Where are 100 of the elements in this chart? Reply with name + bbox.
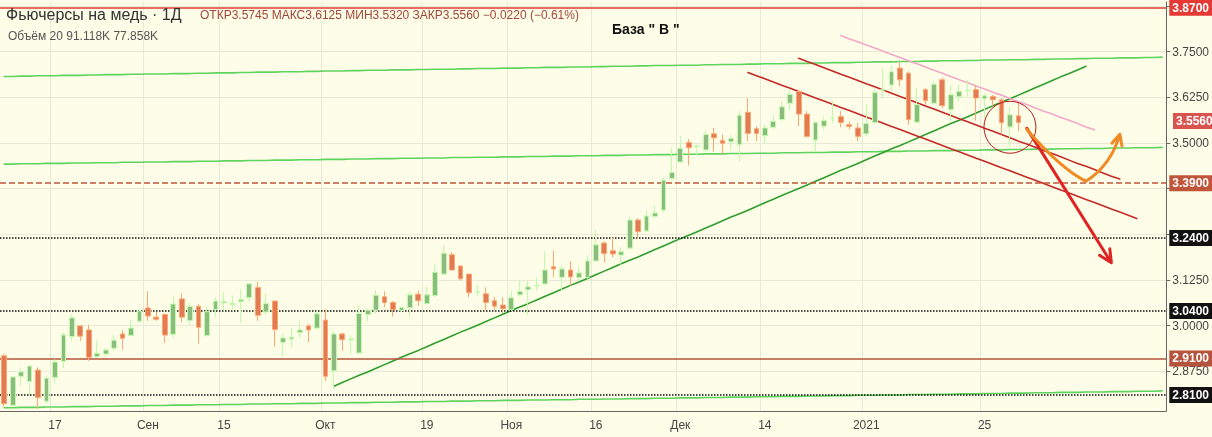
- x-tick-label: 15: [217, 418, 231, 432]
- candlestick: [399, 305, 404, 312]
- candlestick: [466, 273, 472, 298]
- candlestick: [534, 276, 540, 291]
- candlestick: [559, 265, 565, 291]
- candlestick: [415, 289, 421, 307]
- candlestick: [906, 70, 911, 126]
- candlestick: [35, 367, 41, 410]
- candlestick: [263, 292, 269, 316]
- candlestick: [897, 61, 903, 87]
- candlestick: [323, 308, 328, 382]
- candlestick: [711, 127, 717, 152]
- candlestick: [694, 143, 700, 156]
- x-tick-label: 14: [758, 418, 772, 432]
- y-tick-label: 3.1250: [1172, 272, 1210, 287]
- candlestick: [914, 87, 920, 124]
- y-tick-label: 2.8750: [1172, 364, 1210, 379]
- candlestick: [542, 250, 548, 286]
- candlestick: [111, 334, 117, 352]
- candlestick: [348, 334, 354, 354]
- ref-line-label: 2.9100: [1172, 351, 1210, 366]
- candlestick: [331, 330, 337, 389]
- x-tick-label: 25: [977, 418, 992, 432]
- candlestick: [931, 80, 937, 106]
- candlestick: [593, 229, 599, 263]
- candlestick: [754, 125, 759, 142]
- candlestick: [382, 290, 387, 308]
- candlestick: [745, 97, 751, 142]
- candlestick: [796, 89, 802, 127]
- candlestick: [500, 296, 506, 314]
- candlestick: [297, 321, 303, 339]
- candlestick: [44, 375, 49, 404]
- candlestick: [255, 281, 261, 322]
- candlestick: [196, 303, 201, 344]
- candlestick: [407, 291, 413, 318]
- candlestick: [120, 329, 125, 351]
- candlestick: [365, 308, 371, 323]
- candlestick: [661, 177, 666, 214]
- candlestick: [289, 326, 294, 348]
- candlestick: [272, 300, 278, 348]
- annotation: База " В ": [612, 21, 680, 37]
- candlestick: [128, 319, 134, 337]
- line-series: [797, 57, 1121, 180]
- ref-line-label: 3.0400: [1172, 303, 1210, 318]
- candlestick: [999, 97, 1004, 136]
- candlestick: [103, 347, 109, 358]
- candlestick: [221, 291, 227, 312]
- candlestick: [52, 358, 58, 385]
- candlestick: [441, 245, 447, 277]
- text: 3.5560: [1176, 114, 1212, 128]
- ref-line-label: 3.2400: [1172, 230, 1210, 245]
- candlestick: [669, 147, 675, 180]
- candlestick: [390, 300, 396, 318]
- candlestick: [153, 311, 159, 322]
- candlestick: [779, 100, 785, 122]
- candlestick: [94, 339, 100, 359]
- x-tick-label: Дек: [670, 418, 692, 432]
- candlestick: [770, 114, 776, 130]
- y-tick-label: 3.5000: [1172, 135, 1210, 150]
- candlestick: [18, 367, 24, 387]
- candlestick: [990, 94, 996, 107]
- candlestick: [965, 79, 971, 98]
- candlestick: [69, 314, 75, 342]
- ref-line-label: 3.3900: [1172, 176, 1210, 191]
- candlestick: [238, 288, 244, 323]
- candlestick: [568, 260, 573, 287]
- candlestick: [1007, 106, 1013, 148]
- candlestick: [246, 282, 252, 303]
- candlestick: [762, 124, 768, 144]
- candlestick: [720, 134, 725, 156]
- candlestick: [838, 110, 844, 128]
- candlestick: [162, 313, 168, 344]
- candlestick: [703, 130, 709, 153]
- candlestick: [170, 295, 176, 339]
- candlestick: [137, 309, 142, 323]
- candlestick: [576, 265, 582, 282]
- candlestick: [314, 310, 320, 330]
- chart-title: Фьючерсы на медь · 1Д: [6, 5, 182, 23]
- x-tick-label: 2021: [852, 418, 880, 432]
- candlestick: [517, 280, 523, 298]
- candlestick: [846, 120, 852, 130]
- candlestick: [458, 264, 463, 282]
- x-tick-label: 16: [589, 418, 603, 432]
- candlestick: [677, 135, 683, 164]
- candlestick: [145, 290, 151, 322]
- candlestick: [492, 296, 497, 311]
- candlestick: [1016, 101, 1021, 132]
- y-tick-label: 3.6250: [1172, 90, 1210, 105]
- candlestick: [77, 325, 83, 342]
- candlestick: [635, 217, 641, 240]
- candlestick: [923, 87, 928, 106]
- candlestick: [432, 262, 438, 298]
- candlestick: [86, 324, 92, 362]
- candlestick: [525, 280, 531, 316]
- x-tick-label: Ноя: [500, 418, 523, 432]
- line-series: [3, 56, 1163, 78]
- candlestick: [449, 251, 455, 271]
- candlestick: [627, 215, 633, 250]
- line-series: [3, 146, 1163, 165]
- candlestick: [863, 103, 869, 137]
